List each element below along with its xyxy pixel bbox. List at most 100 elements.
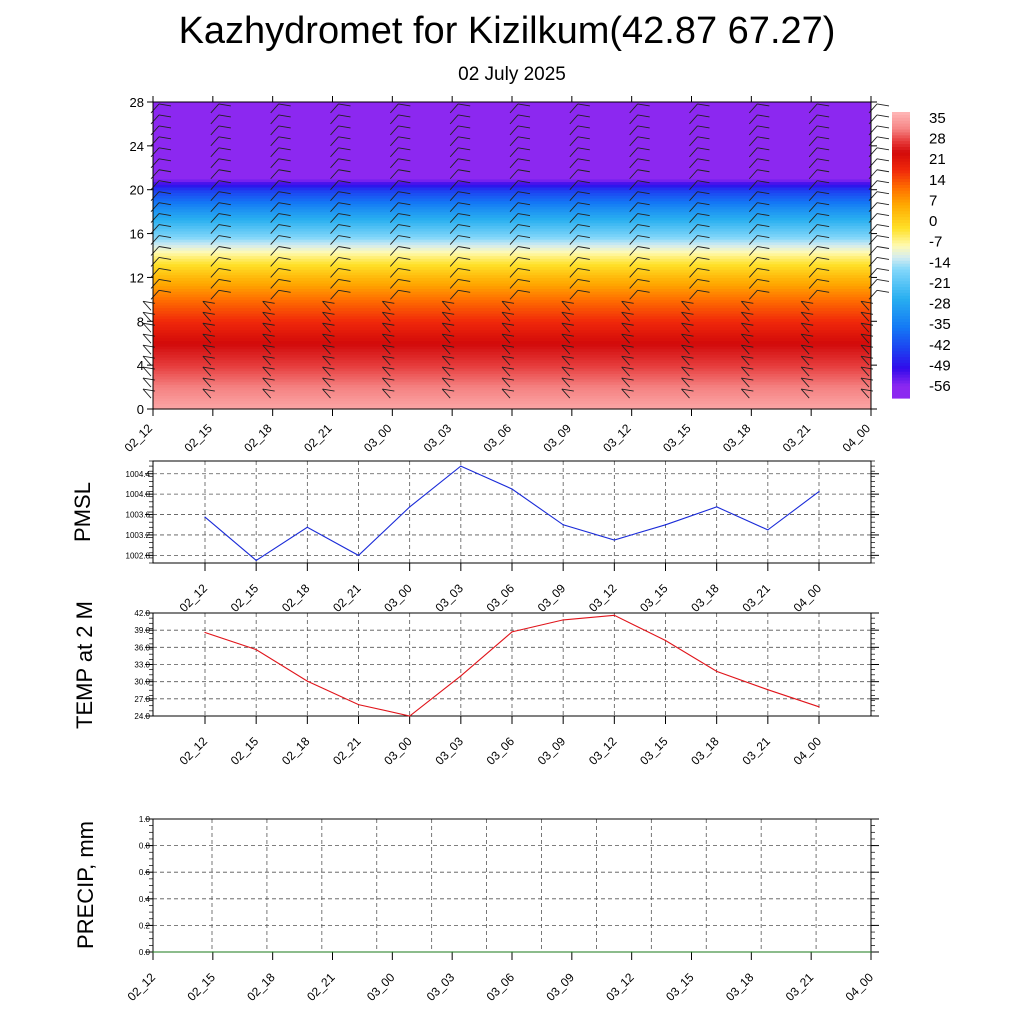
temperature-band bbox=[153, 208, 871, 213]
wind-barb bbox=[808, 136, 830, 147]
wind-barb bbox=[689, 235, 710, 245]
wind-barb bbox=[210, 224, 231, 234]
temperature-band bbox=[153, 367, 871, 372]
temperature-band bbox=[153, 403, 871, 407]
colorbar-segment bbox=[892, 126, 910, 131]
colorbar-segment bbox=[892, 234, 910, 239]
wind-barb bbox=[621, 366, 634, 377]
wind-barb bbox=[381, 300, 395, 311]
wind-barb bbox=[262, 300, 275, 311]
wind-barb bbox=[629, 289, 650, 300]
y-tick-label: 39.0 bbox=[134, 626, 150, 635]
colorbar-segment bbox=[892, 155, 910, 160]
wind-barb bbox=[501, 377, 515, 388]
wind-barb bbox=[621, 300, 634, 311]
wind-barb bbox=[501, 322, 515, 333]
wind-barb bbox=[808, 213, 830, 223]
temperature-band bbox=[153, 359, 871, 364]
colorbar-segment bbox=[892, 211, 910, 215]
wind-barb bbox=[629, 158, 650, 169]
wind-barb bbox=[569, 103, 590, 114]
y-tick-label: 0.2 bbox=[139, 921, 151, 930]
wind-barb bbox=[569, 136, 590, 147]
temperature-band bbox=[153, 143, 871, 147]
wind-barb bbox=[629, 257, 650, 267]
temperature-band bbox=[153, 315, 871, 320]
wind-barb bbox=[868, 169, 890, 180]
colorbar-segment bbox=[892, 205, 910, 209]
temperature-band bbox=[153, 156, 871, 161]
wind-barb bbox=[389, 224, 411, 234]
wind-barb bbox=[270, 125, 291, 136]
temperature-band bbox=[153, 151, 871, 155]
wind-barb bbox=[270, 267, 291, 278]
wind-barb bbox=[330, 246, 351, 256]
wind-barb bbox=[389, 289, 411, 300]
temperature-band bbox=[153, 222, 871, 226]
wind-barb bbox=[150, 169, 172, 180]
colorbar-segment bbox=[892, 225, 910, 230]
wind-barb bbox=[322, 377, 335, 388]
wind-barb bbox=[210, 103, 231, 114]
wind-barb bbox=[501, 311, 515, 322]
wind-barb bbox=[262, 377, 275, 388]
colorbar-segment bbox=[892, 263, 910, 268]
wind-barb bbox=[509, 202, 531, 212]
wind-barb bbox=[150, 103, 172, 114]
wind-barb bbox=[262, 333, 275, 344]
temperature-band bbox=[153, 326, 871, 331]
temperature-band bbox=[153, 217, 871, 221]
temperature-band bbox=[153, 354, 871, 358]
temperature-cross-section: 0 4 8 12 16 20 24 28 02_12 02_15 02_18 02_21 03_00 03… bbox=[122, 95, 890, 455]
wind-barb bbox=[210, 213, 231, 223]
wind-barb bbox=[569, 289, 590, 300]
wind-barb bbox=[800, 377, 814, 388]
data-point bbox=[613, 539, 615, 541]
wind-barb bbox=[262, 322, 275, 333]
temperature-band bbox=[153, 189, 871, 194]
wind-barb bbox=[509, 213, 531, 223]
y-tick-label: 0.8 bbox=[139, 842, 151, 851]
wind-barb bbox=[681, 388, 694, 399]
wind-barb bbox=[389, 202, 411, 212]
data-point bbox=[152, 951, 154, 953]
x-tick-label: 02_18 bbox=[279, 734, 313, 768]
colorbar-segment bbox=[892, 217, 910, 221]
temperature-band bbox=[153, 236, 871, 240]
wind-barb bbox=[808, 158, 830, 169]
y-tick-label: 30.0 bbox=[134, 678, 150, 687]
data-point bbox=[255, 559, 257, 562]
wind-barb bbox=[808, 114, 830, 125]
data-point bbox=[331, 951, 334, 953]
colorbar-segment bbox=[892, 252, 910, 256]
wind-barb bbox=[270, 289, 291, 300]
colorbar-segment bbox=[892, 316, 910, 320]
temperature-band bbox=[153, 228, 871, 232]
temperature-band bbox=[153, 280, 871, 284]
heatmap-x-tick-label: 02_21 bbox=[301, 421, 335, 455]
wind-barb bbox=[210, 257, 231, 267]
wind-barb bbox=[509, 158, 531, 169]
wind-barb bbox=[748, 158, 770, 169]
colorbar-segment bbox=[892, 336, 910, 341]
wind-barb bbox=[800, 311, 814, 322]
colorbar-segment bbox=[892, 365, 910, 370]
y-tick-label: 1004.4 bbox=[126, 470, 151, 479]
wind-barb bbox=[681, 377, 694, 388]
data-point bbox=[562, 619, 564, 621]
wind-barb bbox=[330, 103, 351, 114]
colorbar-segment bbox=[892, 243, 910, 247]
wind-barb bbox=[330, 125, 351, 136]
wind-barb bbox=[449, 267, 471, 278]
wind-barb bbox=[800, 300, 814, 311]
wind-barb bbox=[270, 257, 291, 267]
wind-barb bbox=[381, 322, 395, 333]
wind-barb bbox=[800, 344, 814, 355]
wind-barb bbox=[441, 355, 455, 366]
colorbar-label: 0 bbox=[929, 213, 937, 230]
colorbar-segment bbox=[892, 129, 910, 134]
y-tick-label: 27.0 bbox=[134, 695, 150, 704]
wind-barb bbox=[150, 257, 172, 267]
temperature-band bbox=[153, 310, 871, 314]
colorbar-segment bbox=[892, 219, 910, 224]
